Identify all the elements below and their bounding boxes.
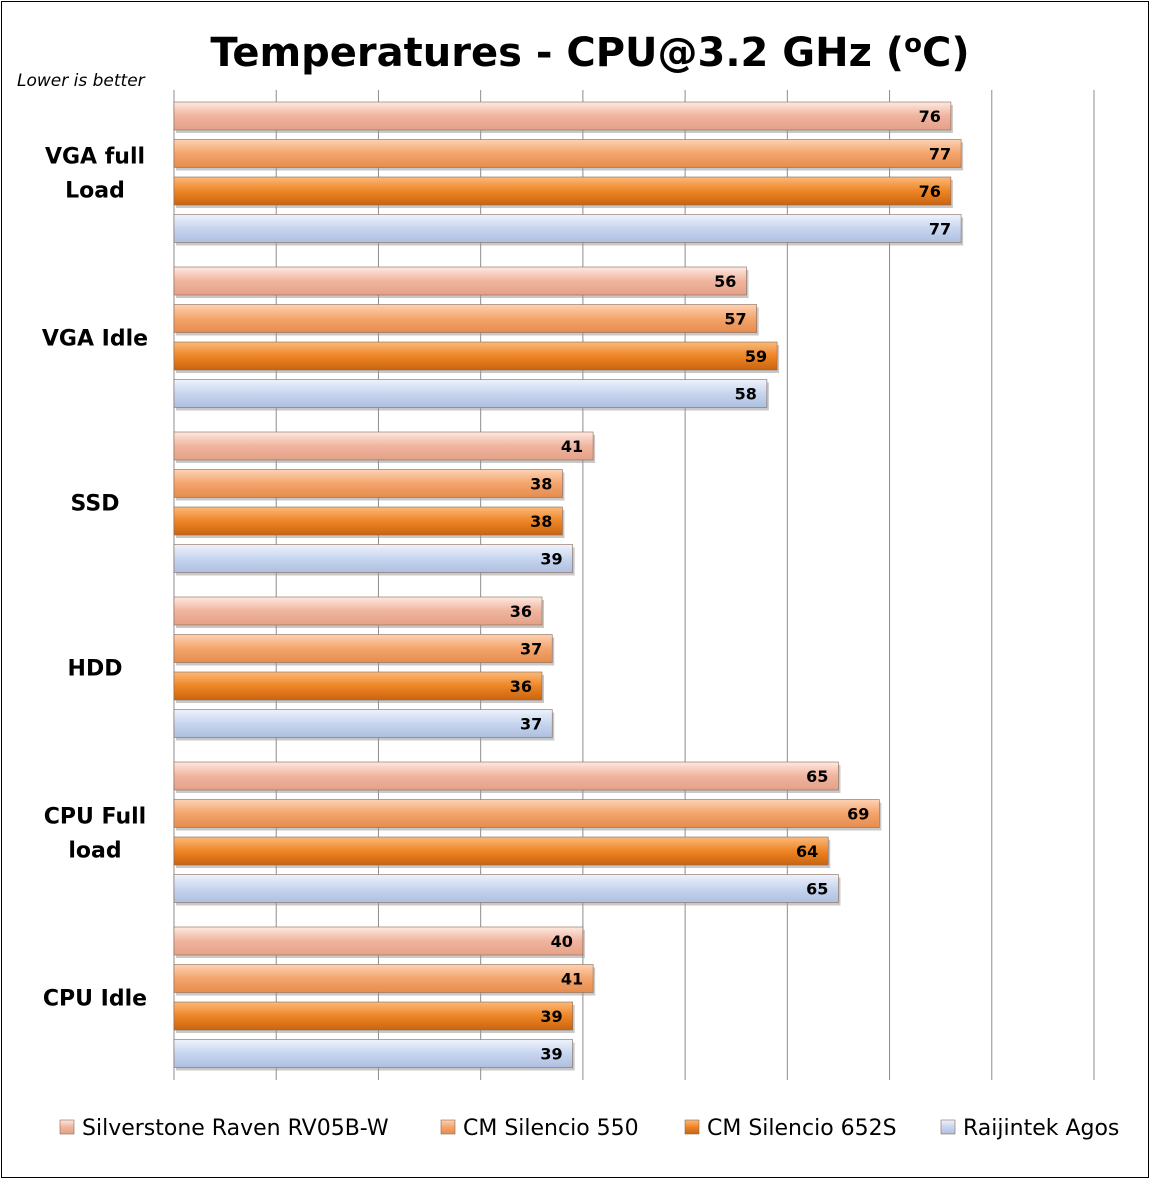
bar [173, 506, 563, 536]
bar [173, 139, 962, 168]
bar [173, 341, 778, 371]
bar-value-label: 56 [714, 272, 736, 291]
bar-value-label: 38 [530, 512, 552, 531]
bar [173, 304, 757, 333]
bar-value-label: 41 [561, 970, 583, 989]
value-labels: 76 77 76 77 56 57 59 58 41 38 38 39 36 37 36 37 65 69 64 65… [510, 107, 951, 1064]
bar [173, 799, 880, 828]
bar [173, 431, 594, 461]
bar [173, 836, 829, 866]
bar-value-label: 69 [847, 805, 869, 824]
bar-value-label: 77 [929, 220, 951, 239]
bar [173, 671, 543, 701]
bar-value-label: 57 [724, 310, 746, 329]
bar-value-label: 36 [510, 677, 532, 696]
gridlines [173, 90, 1095, 1080]
bar-value-label: 38 [530, 475, 552, 494]
bar-value-label: 64 [796, 842, 818, 861]
category-label: VGA full Load [45, 145, 145, 204]
legend-swatch [684, 1119, 700, 1135]
legend-swatch [440, 1119, 456, 1135]
bar-value-label: 37 [520, 640, 542, 659]
legend-label: Raijintek Agos [963, 1116, 1119, 1141]
category-label: CPU Idle [43, 987, 147, 1012]
bar [173, 469, 563, 498]
bar-value-label: 37 [520, 715, 542, 734]
category-label: HDD [68, 657, 123, 682]
bar-value-label: 39 [540, 1007, 562, 1026]
category-label: VGA Idle [42, 327, 148, 352]
bar-value-label: 76 [919, 182, 941, 201]
bar [173, 214, 962, 243]
bar-value-label: 65 [806, 767, 828, 786]
bar-value-label: 41 [561, 437, 583, 456]
chart-title: Temperatures - CPU@3.2 GHz (oC) [210, 29, 969, 76]
bar-value-label: 77 [929, 145, 951, 164]
bar-value-label: 76 [919, 107, 941, 126]
bar [173, 101, 952, 131]
bar-value-label: 59 [745, 347, 767, 366]
bar-value-label: 36 [510, 602, 532, 621]
legend-swatch [940, 1119, 956, 1135]
category-label: CPU Full load [44, 805, 146, 864]
bar [173, 544, 573, 573]
bar [173, 874, 839, 903]
bar [173, 596, 543, 626]
bar [173, 709, 553, 738]
bar-group [173, 101, 964, 1071]
bar [173, 634, 553, 663]
bar-value-label: 39 [540, 1045, 562, 1064]
bar [173, 1001, 573, 1031]
bar [173, 176, 952, 206]
bar [173, 761, 839, 791]
chart-subtitle: Lower is better [17, 71, 146, 91]
legend-label: Silverstone Raven RV05B-W [82, 1116, 389, 1141]
bar-value-label: 40 [551, 932, 573, 951]
legend-label: CM Silencio 550 [463, 1116, 639, 1141]
legend-swatch [59, 1119, 75, 1135]
category-label: SSD [71, 492, 120, 517]
legend: Silverstone Raven RV05B-W CM Silencio 550… [59, 1116, 1119, 1141]
bar [173, 964, 594, 993]
bar [173, 926, 584, 956]
bar-value-label: 39 [540, 550, 562, 569]
bar-value-label: 58 [735, 385, 757, 404]
bar [173, 379, 768, 408]
legend-label: CM Silencio 652S [707, 1116, 897, 1141]
bar-value-label: 65 [806, 880, 828, 899]
bar [173, 1039, 573, 1068]
category-labels: VGA full Load VGA Idle SSD HDD CPU Full load CP… [42, 145, 148, 1012]
bar [173, 266, 747, 296]
